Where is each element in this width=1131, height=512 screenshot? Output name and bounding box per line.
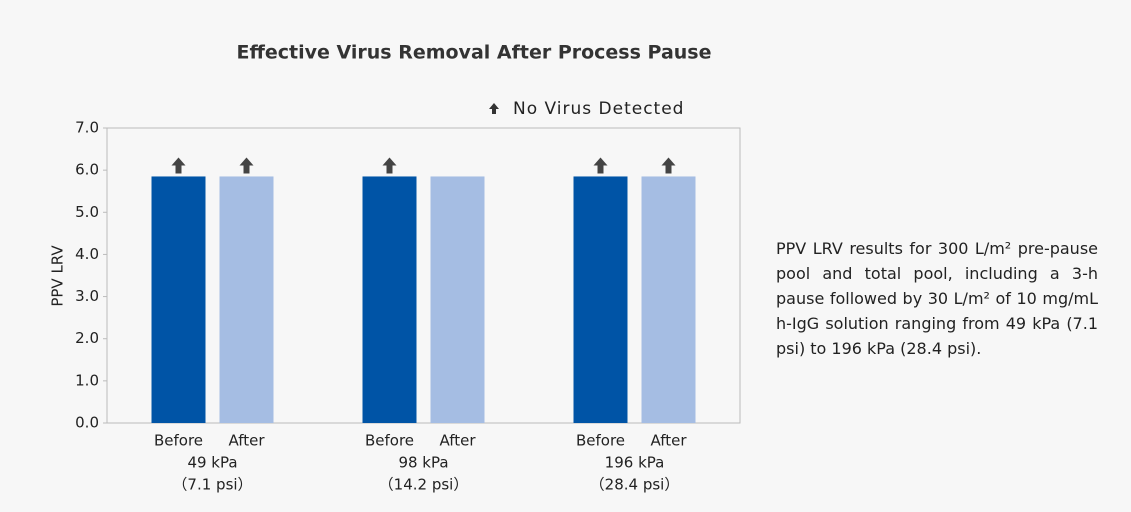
bar — [430, 176, 485, 423]
bar — [641, 176, 696, 423]
no-virus-arrow — [661, 157, 676, 174]
y-tick-label: 7.0 — [75, 119, 99, 137]
annotation: PPV LRV results for 300 L/m² pre-pause p… — [776, 239, 1098, 358]
bar — [219, 176, 274, 423]
y-tick-label: 3.0 — [75, 287, 99, 305]
legend-note: No Virus Detected — [513, 99, 684, 119]
bar — [362, 176, 417, 423]
y-tick-label: 6.0 — [75, 161, 99, 179]
plot-frame — [106, 127, 741, 424]
x-tick-sublabel: （28.4 psi） — [590, 476, 680, 494]
legend-arrow — [489, 103, 499, 114]
no-virus-arrow — [382, 157, 397, 174]
series-label: After — [439, 432, 476, 450]
y-tick-label: 4.0 — [75, 245, 99, 263]
series-label: After — [228, 432, 265, 450]
no-virus-arrow — [239, 157, 254, 174]
x-tick-label: 49 kPa — [187, 454, 237, 472]
series-label: After — [650, 432, 687, 450]
series-label: Before — [154, 432, 203, 450]
y-tick-label: 1.0 — [75, 371, 99, 389]
x-tick-sublabel: （7.1 psi） — [172, 476, 252, 494]
bar — [573, 176, 628, 423]
bar — [151, 176, 206, 423]
chart-title: Effective Virus Removal After Process Pa… — [236, 42, 711, 64]
y-tick-label: 0.0 — [75, 414, 99, 432]
y-axis-label: PPV LRV — [49, 245, 67, 307]
no-virus-arrow — [171, 157, 186, 174]
series-label: Before — [576, 432, 625, 450]
y-tick-label: 2.0 — [75, 329, 99, 347]
x-tick-sublabel: （14.2 psi） — [379, 476, 469, 494]
y-tick-label: 5.0 — [75, 203, 99, 221]
x-tick-label: 196 kPa — [605, 454, 665, 472]
no-virus-arrow — [593, 157, 608, 174]
x-tick-label: 98 kPa — [398, 454, 448, 472]
series-label: Before — [365, 432, 414, 450]
